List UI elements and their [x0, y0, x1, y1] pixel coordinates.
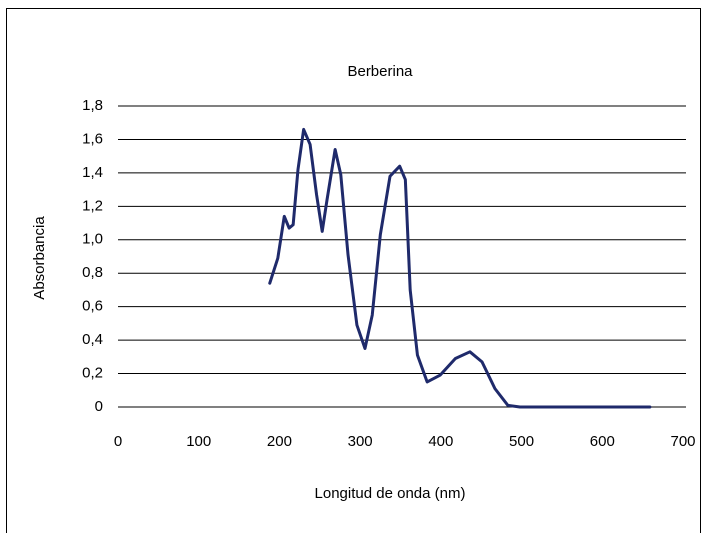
y-tick-label: 0,8 [82, 264, 103, 281]
y-tick-label: 0,4 [82, 331, 103, 348]
y-tick-label: 1,6 [82, 130, 103, 147]
x-tick-label: 300 [348, 433, 373, 450]
data-line [268, 127, 652, 409]
x-tick-label: 500 [509, 433, 534, 450]
x-tick-label: 0 [114, 433, 122, 450]
x-tick-label: 600 [590, 433, 615, 450]
chart-frame [6, 8, 701, 538]
y-tick-label: 0,2 [82, 365, 103, 382]
y-tick-label: 1,2 [82, 197, 103, 214]
x-tick-label: 100 [186, 433, 211, 450]
chart-title: Berberina [347, 63, 413, 80]
x-tick-label: 400 [428, 433, 453, 450]
y-tick-label: 0,6 [82, 298, 103, 315]
x-axis-label: Longitud de onda (nm) [315, 485, 466, 502]
y-tick-label: 1,8 [82, 97, 103, 114]
y-tick-label: 0 [95, 398, 103, 415]
y-axis-label: Absorbancia [31, 216, 48, 300]
y-tick-label: 1,0 [82, 231, 103, 248]
x-tick-label: 200 [267, 433, 292, 450]
x-tick-label: 700 [670, 433, 695, 450]
y-tick-label: 1,4 [82, 164, 103, 181]
